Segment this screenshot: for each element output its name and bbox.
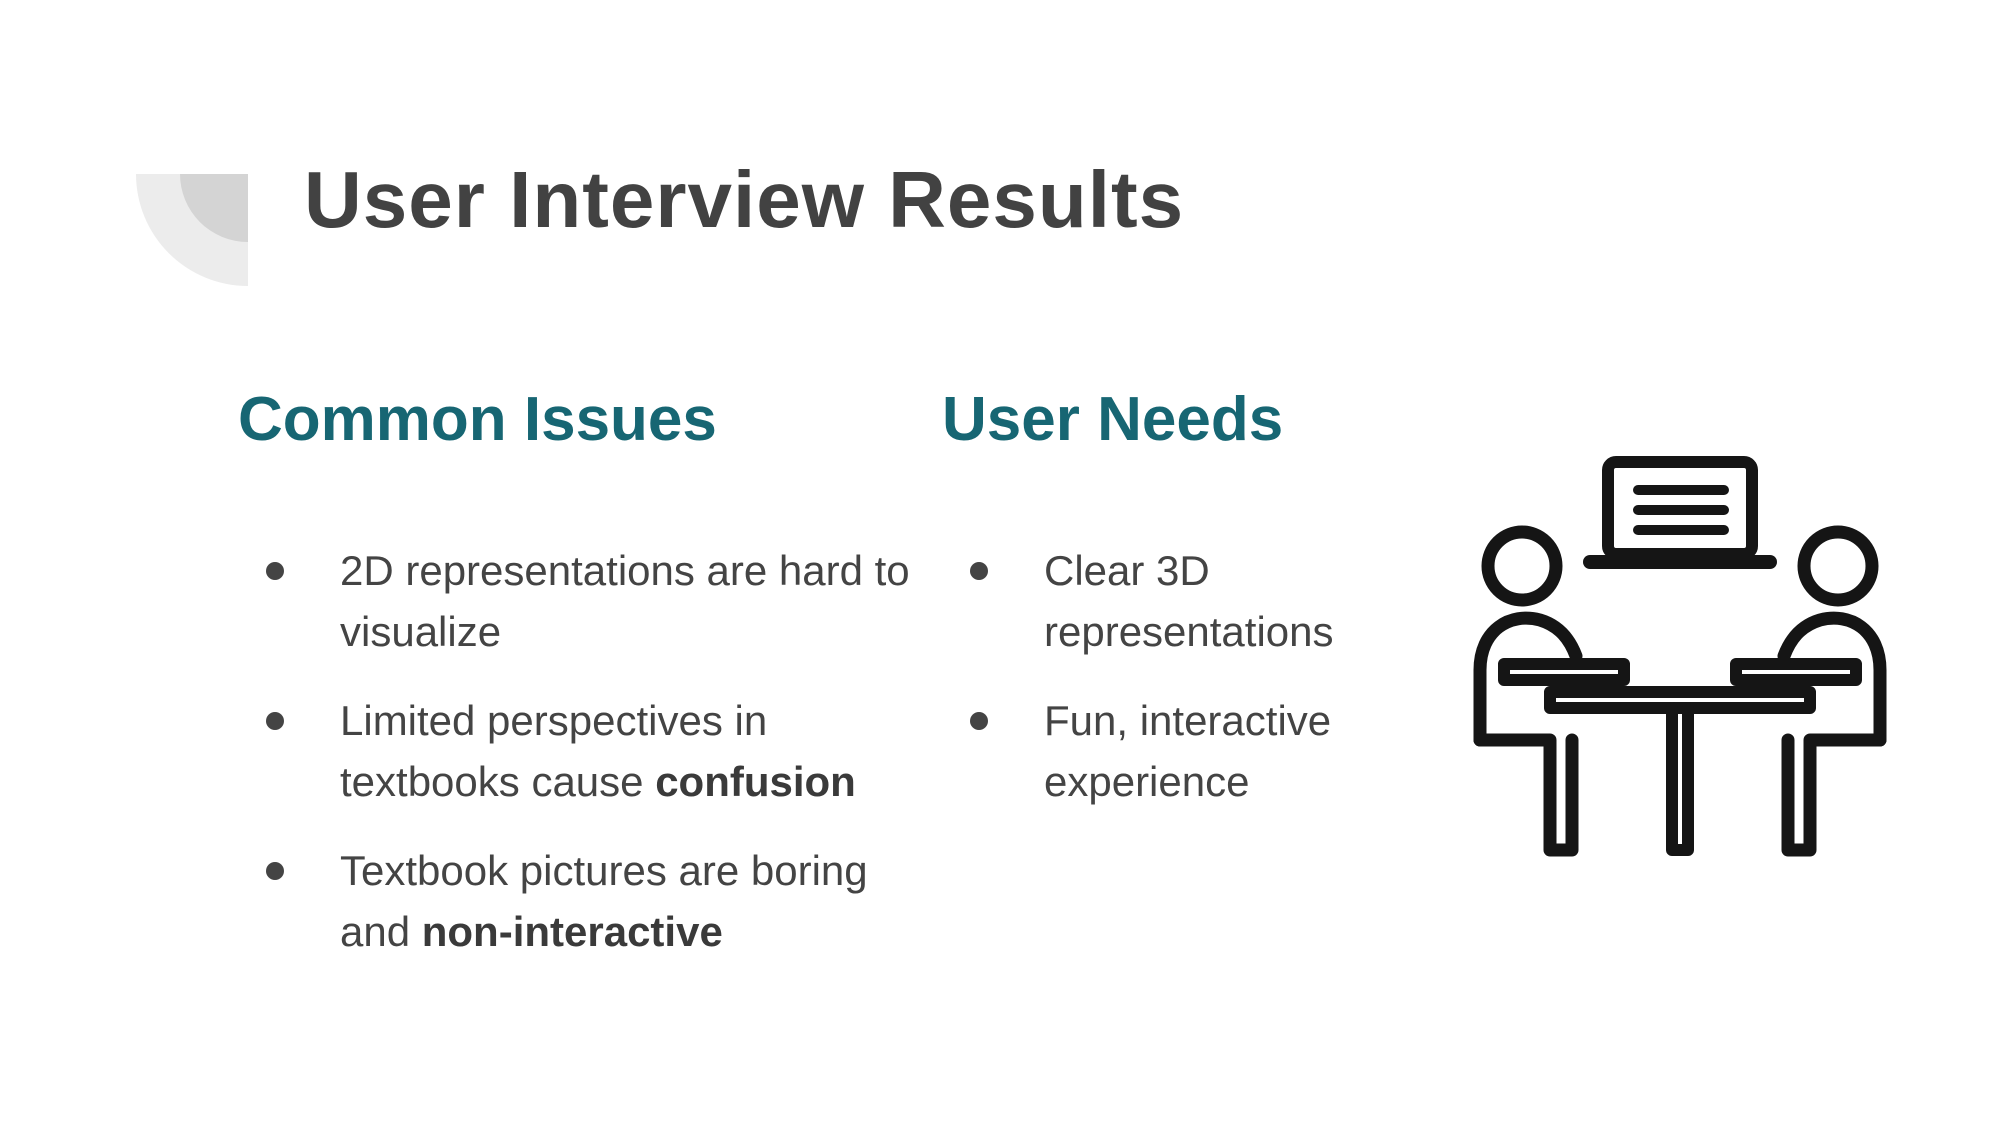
list-item-text: Textbook pictures are boring and (340, 847, 868, 955)
list-item: Limited perspectives in textbooks cause … (258, 690, 918, 812)
list-item-text: Limited perspectives in textbooks cause (340, 697, 768, 805)
list-item: Clear 3D representations (962, 540, 1402, 662)
person-right-icon (1730, 525, 1887, 857)
list-item-text: Clear 3D representations (1044, 547, 1334, 655)
list-item: Textbook pictures are boring and non-int… (258, 840, 918, 962)
user-needs-list: Clear 3D representations Fun, interactiv… (962, 540, 1402, 840)
corner-decoration (136, 174, 248, 286)
bullet-icon (266, 862, 284, 880)
list-item: Fun, interactive experience (962, 690, 1402, 812)
table-icon (1544, 686, 1816, 856)
bullet-icon (266, 562, 284, 580)
person-left-icon (1473, 525, 1630, 857)
slide-title: User Interview Results (304, 155, 1185, 244)
bullet-icon (970, 712, 988, 730)
bullet-icon (970, 562, 988, 580)
bullet-icon (266, 712, 284, 730)
common-issues-heading: Common Issues (238, 385, 717, 454)
common-issues-list: 2D representations are hard to visualize… (258, 540, 918, 990)
laptop-icon (1583, 456, 1777, 569)
interview-meeting-icon (1473, 456, 1887, 857)
list-item-text: 2D representations are hard to visualize (340, 547, 910, 655)
user-needs-heading: User Needs (942, 385, 1284, 454)
list-item-emphasis: confusion (655, 758, 856, 805)
list-item: 2D representations are hard to visualize (258, 540, 918, 662)
list-item-text: Fun, interactive experience (1044, 697, 1332, 805)
list-item-emphasis: non-interactive (421, 908, 723, 955)
